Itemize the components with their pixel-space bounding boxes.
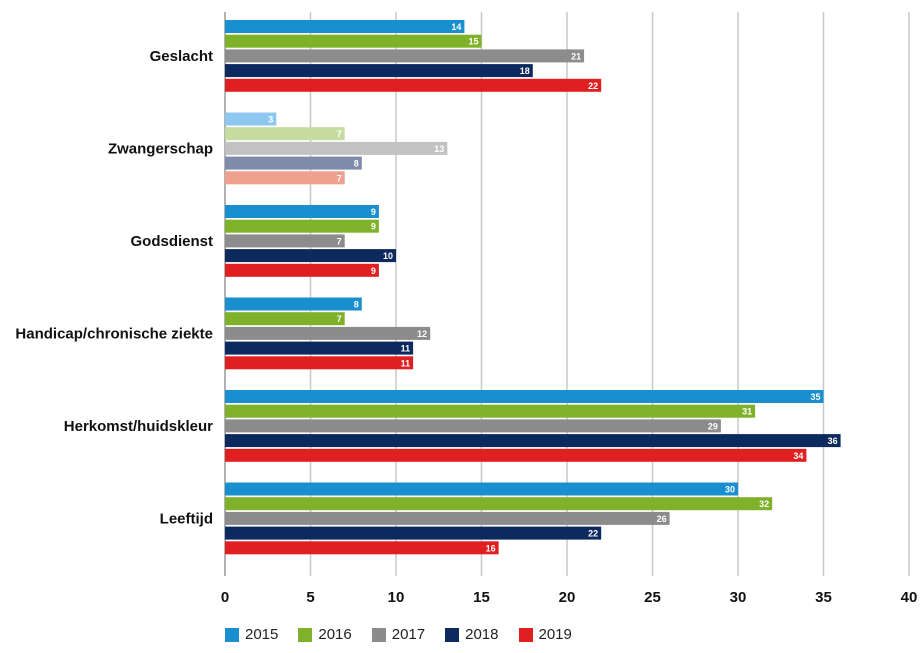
bar-value-label: 10 xyxy=(383,251,393,261)
category-labels: Geslacht Zwangerschap Godsdienst Handicap/c… xyxy=(15,48,213,528)
bar-value-label: 9 xyxy=(371,207,376,217)
x-axis-ticks: 0 5 10 15 20 25 30 35 40 xyxy=(221,589,918,606)
bar xyxy=(225,141,448,155)
bar xyxy=(225,390,824,403)
bar xyxy=(225,526,602,540)
legend-label: 2019 xyxy=(538,626,572,643)
bar xyxy=(225,112,277,126)
legend-item: 2016 xyxy=(298,626,352,643)
bar-value-label: 22 xyxy=(588,529,598,539)
legend-item: 2015 xyxy=(225,626,278,643)
bar xyxy=(225,20,465,33)
bar-value-label: 9 xyxy=(371,222,376,232)
x-tick-label: 35 xyxy=(815,589,832,606)
x-tick-label: 30 xyxy=(730,589,747,606)
bar-value-label: 7 xyxy=(337,314,342,324)
bar-value-label: 14 xyxy=(451,22,461,32)
x-tick-label: 40 xyxy=(901,589,918,606)
bar-value-label: 11 xyxy=(401,344,411,354)
bar-value-label: 8 xyxy=(354,159,359,169)
bar xyxy=(225,404,756,418)
bar xyxy=(225,482,738,496)
category-label: Leeftijd xyxy=(160,510,213,527)
legend-swatch xyxy=(225,627,239,642)
bar-value-label: 7 xyxy=(337,236,342,246)
bar-value-label: 22 xyxy=(588,81,598,91)
bar-value-label: 18 xyxy=(520,66,530,76)
legend-label: 2017 xyxy=(391,626,426,643)
bar-value-label: 7 xyxy=(337,129,342,139)
category-label: Handicap/chronische ziekte xyxy=(15,325,213,342)
bar-value-label: 13 xyxy=(434,144,444,154)
bar xyxy=(225,341,414,355)
bar xyxy=(225,234,345,248)
legend-swatch xyxy=(518,627,533,642)
bar-value-label: 8 xyxy=(354,300,359,310)
bar xyxy=(225,263,379,277)
category-label: Zwangerschap xyxy=(108,140,213,157)
bar-value-label: 12 xyxy=(417,329,427,339)
bar xyxy=(225,78,602,92)
bar xyxy=(225,156,362,170)
legend-item: 2018 xyxy=(445,626,499,643)
category-label: Geslacht xyxy=(150,48,213,65)
bar-value-label: 29 xyxy=(708,421,718,431)
bar xyxy=(225,448,807,462)
x-tick-label: 10 xyxy=(388,589,405,606)
gridlines xyxy=(224,12,910,576)
bars: 14 15 21 18 22 3 7 13 8 7 9 9 7 10 9 8 7 12 11 11 35 31 29 36 34… xyxy=(225,20,841,555)
legend-item: 2019 xyxy=(518,626,572,643)
bar-chart: 14 15 21 18 22 3 7 13 8 7 9 9 7 10 9 8 7 12 11 11 35 31 29 36 34… xyxy=(15,12,918,606)
legend-label: 2018 xyxy=(465,626,499,643)
bar xyxy=(225,541,499,555)
bar xyxy=(225,249,396,263)
bar xyxy=(225,297,362,311)
bar-value-label: 31 xyxy=(742,407,752,417)
legend: 2015 2016 2017 2018 2019 xyxy=(225,626,572,643)
bar-value-label: 3 xyxy=(268,115,273,125)
category-label: Herkomst/huidskleur xyxy=(64,418,213,435)
x-tick-label: 20 xyxy=(559,589,576,606)
bar xyxy=(225,64,533,78)
bar-value-label: 35 xyxy=(810,392,820,402)
bar-value-label: 30 xyxy=(725,485,735,495)
bar xyxy=(225,326,431,340)
bar xyxy=(225,34,482,48)
bar-value-label: 32 xyxy=(759,499,769,509)
bar xyxy=(225,356,414,370)
x-tick-label: 25 xyxy=(644,589,661,606)
bar-value-label: 9 xyxy=(371,266,376,276)
legend-label: 2015 xyxy=(245,626,279,643)
bar xyxy=(225,219,379,233)
bar xyxy=(225,49,585,63)
legend-swatch xyxy=(298,627,313,642)
legend-item: 2017 xyxy=(371,626,426,643)
x-tick-label: 15 xyxy=(473,589,490,606)
bar xyxy=(225,511,670,525)
bar-value-label: 16 xyxy=(486,543,496,553)
bar xyxy=(225,171,345,185)
bar-value-label: 15 xyxy=(468,37,478,47)
bar xyxy=(225,127,345,141)
bar-value-label: 7 xyxy=(337,173,342,183)
legend-swatch xyxy=(445,627,460,642)
bar-value-label: 34 xyxy=(793,451,803,461)
x-tick-label: 0 xyxy=(221,589,229,606)
bar xyxy=(225,419,721,433)
bar-value-label: 21 xyxy=(571,51,581,61)
bar xyxy=(225,497,773,511)
bar-value-label: 26 xyxy=(657,514,667,524)
bar xyxy=(225,312,345,326)
legend-swatch xyxy=(371,627,386,642)
legend-label: 2016 xyxy=(318,626,352,643)
bar xyxy=(225,434,841,448)
x-tick-label: 5 xyxy=(306,589,314,606)
bar xyxy=(225,205,379,218)
category-label: Godsdienst xyxy=(130,233,213,250)
bar-value-label: 36 xyxy=(828,436,838,446)
bar-value-label: 11 xyxy=(401,358,411,368)
